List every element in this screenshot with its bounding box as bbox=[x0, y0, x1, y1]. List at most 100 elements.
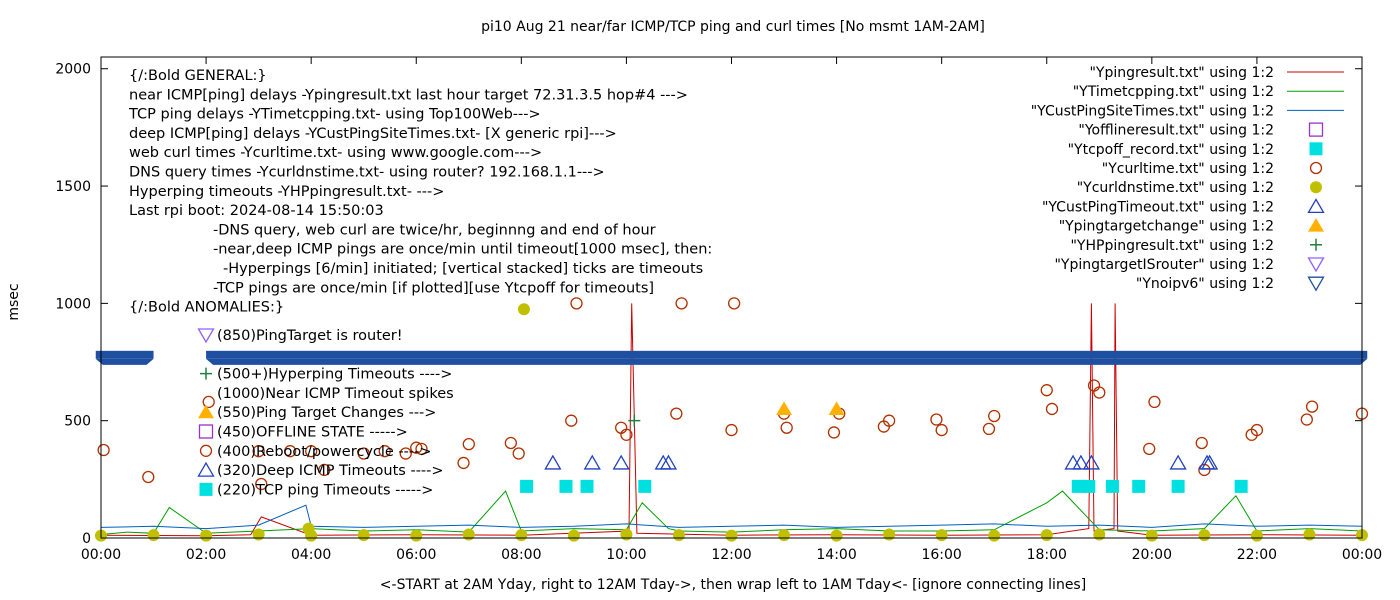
data-point bbox=[378, 445, 391, 458]
data-point bbox=[1082, 479, 1096, 493]
annotation-text: Last rpi boot: 2024-08-14 15:50:03 bbox=[129, 203, 384, 219]
annotation-text: -near,deep ICMP pings are once/min until… bbox=[213, 242, 712, 258]
data-point bbox=[1250, 423, 1264, 437]
annotation-marker bbox=[200, 367, 212, 380]
legend-swatch bbox=[1307, 257, 1325, 273]
y-tick-label: 1000 bbox=[55, 296, 91, 312]
data-point bbox=[1071, 479, 1085, 493]
x-tick-label: 16:00 bbox=[921, 547, 961, 563]
noipv6-band-segment bbox=[206, 350, 1368, 359]
data-point bbox=[255, 477, 268, 491]
data-point bbox=[620, 528, 633, 541]
data-point bbox=[1300, 413, 1313, 426]
annotation-text: (1000)Near ICMP Timeout spikes bbox=[217, 386, 454, 402]
legend-label: "YCustPingTimeout.txt" using 1:2 bbox=[1042, 199, 1274, 215]
annotation-text: deep ICMP[ping] delays -YCustPingSiteTim… bbox=[129, 126, 617, 142]
data-point bbox=[628, 414, 641, 427]
data-point bbox=[725, 529, 738, 542]
annotation-text: -DNS query, web curl are twice/hr, begin… bbox=[213, 222, 656, 238]
data-point bbox=[778, 529, 791, 542]
data-point bbox=[935, 423, 948, 437]
data-point bbox=[410, 529, 423, 542]
x-tick-label: 00:00 bbox=[81, 547, 121, 563]
x-tick-label: 06:00 bbox=[396, 547, 436, 563]
data-point bbox=[570, 297, 583, 310]
data-point bbox=[559, 479, 573, 493]
data-point bbox=[457, 456, 470, 470]
data-point bbox=[1132, 479, 1146, 493]
data-point bbox=[305, 445, 318, 458]
data-point bbox=[827, 426, 841, 439]
x-tick-label: 20:00 bbox=[1132, 547, 1172, 563]
legend-label: "YHPpingresult.txt" using 1:2 bbox=[1070, 238, 1274, 254]
data-point bbox=[675, 297, 688, 310]
data-point bbox=[1082, 454, 1101, 470]
legend-swatch bbox=[1307, 198, 1325, 214]
y-axis-label: msec bbox=[6, 283, 22, 320]
data-point bbox=[357, 529, 370, 542]
data-point bbox=[512, 447, 525, 460]
legend-label: "Yofflineresult.txt" using 1:2 bbox=[1078, 123, 1274, 139]
data-point bbox=[612, 454, 630, 470]
x-tick-label: 04:00 bbox=[291, 547, 331, 563]
y-tick-label: 2000 bbox=[55, 62, 91, 78]
data-point bbox=[659, 454, 678, 470]
legend-swatch bbox=[1309, 142, 1323, 156]
annotation-text: {/:Bold GENERAL:} bbox=[129, 68, 267, 84]
data-point bbox=[1250, 529, 1263, 542]
data-point bbox=[515, 529, 528, 542]
data-point bbox=[1093, 528, 1106, 541]
data-point bbox=[202, 395, 215, 409]
x-axis-label: <-START at 2AM Yday, right to 12AM Tday-… bbox=[380, 577, 1086, 593]
data-point bbox=[318, 463, 331, 477]
y-tick-label: 0 bbox=[82, 531, 91, 547]
legend-label: "YCustPingSiteTimes.txt" using 1:2 bbox=[1031, 103, 1274, 119]
data-point bbox=[982, 422, 996, 436]
x-tick-label: 12:00 bbox=[711, 547, 751, 563]
data-point bbox=[1143, 442, 1156, 455]
data-point bbox=[670, 407, 683, 420]
annotation-text: -TCP pings are once/min [if plotted][use… bbox=[213, 280, 654, 296]
data-point bbox=[517, 303, 530, 316]
data-point bbox=[1234, 479, 1248, 493]
annotation-text: DNS query times -Ycurldnstime.txt- using… bbox=[129, 165, 605, 181]
annotations: {/:Bold GENERAL:} near ICMP[ping] delays … bbox=[128, 68, 712, 498]
legend: "Ypingresult.txt" using 1:2 "YTimetcpping… bbox=[1031, 65, 1344, 292]
data-point bbox=[357, 447, 370, 460]
annotation-text: -Hyperpings [6/min] initiated; [vertical… bbox=[223, 261, 703, 277]
annotation-marker bbox=[199, 482, 213, 496]
data-point bbox=[520, 479, 534, 493]
annotation-text: (550)Ping Target Changes ---> bbox=[217, 405, 436, 421]
data-point bbox=[399, 447, 412, 460]
noipv6-band-segment bbox=[95, 350, 154, 359]
data-point bbox=[988, 529, 1001, 542]
legend-swatch bbox=[1308, 218, 1324, 232]
data-point bbox=[727, 297, 741, 310]
data-point bbox=[776, 401, 793, 415]
data-point bbox=[1093, 386, 1106, 399]
x-tick-label: 00:00 bbox=[1342, 547, 1382, 563]
annotation-text: (320)Deep ICMP Timeouts ----> bbox=[217, 463, 444, 479]
legend-label: "Ynoipv6" using 1:2 bbox=[1136, 276, 1274, 292]
x-tick-label: 18:00 bbox=[1027, 547, 1067, 563]
data-point bbox=[544, 454, 562, 470]
data-point bbox=[462, 528, 475, 541]
annotation-text: near ICMP[ping] delays -Ypingresult.txt … bbox=[129, 87, 688, 103]
data-point bbox=[830, 529, 843, 542]
legend-label: "YpingtargetISrouter" using 1:2 bbox=[1054, 257, 1274, 273]
data-point bbox=[780, 421, 793, 434]
annotation-text: (220)TCP ping Timeouts -----> bbox=[217, 482, 433, 498]
data-point bbox=[142, 470, 155, 484]
data-point bbox=[930, 413, 943, 426]
annotation-marker bbox=[197, 461, 215, 477]
data-point bbox=[1040, 384, 1053, 397]
data-point bbox=[1305, 400, 1319, 413]
data-point bbox=[302, 522, 315, 535]
data-point bbox=[1105, 479, 1119, 493]
data-point bbox=[672, 529, 685, 542]
y-tick-label: 500 bbox=[64, 414, 91, 430]
annotation-text: (400)Reboot/powercycle ----> bbox=[217, 444, 432, 460]
annotation-text: (850)PingTarget is router! bbox=[217, 328, 403, 344]
legend-label: "Ycurltime.txt" using 1:2 bbox=[1102, 161, 1274, 177]
data-point bbox=[1198, 529, 1211, 542]
